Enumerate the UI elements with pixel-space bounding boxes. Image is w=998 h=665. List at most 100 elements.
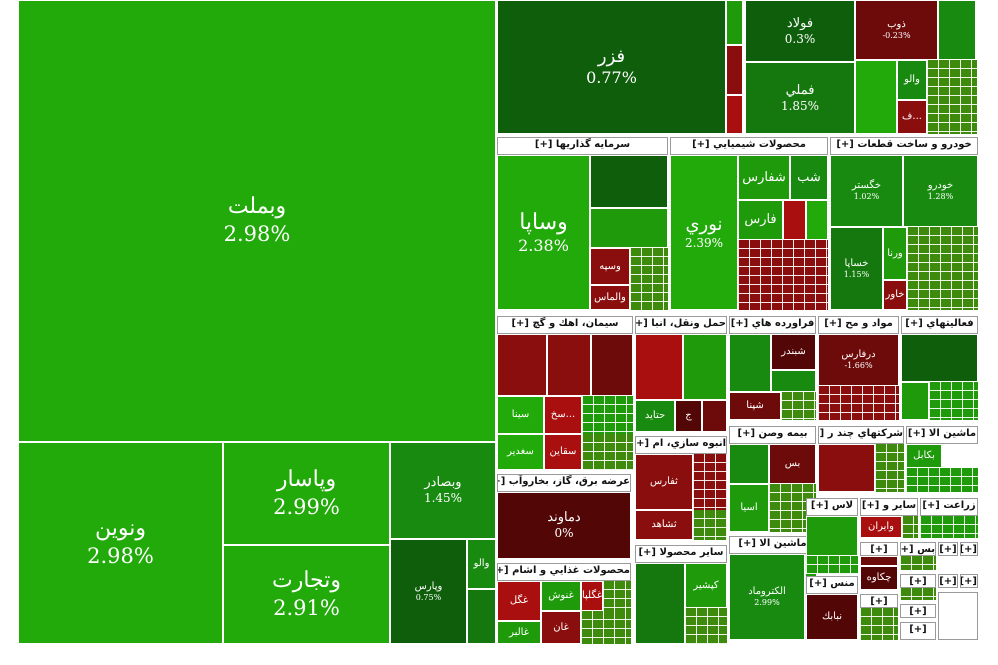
tile-las-1[interactable]: [806, 516, 858, 556]
sector-mashin2-header[interactable]: ماشين الا [+]: [729, 536, 816, 554]
tile-transport-1[interactable]: [635, 334, 683, 400]
tile-vaboalli[interactable]: والو: [467, 539, 496, 589]
tile-f[interactable]: ف...: [897, 100, 927, 134]
tile-small-metal-6[interactable]: والو: [897, 60, 927, 100]
tile-refinery-1[interactable]: [729, 334, 771, 392]
sector-faravarde-header[interactable]: فراورده هاي [+]: [729, 316, 816, 334]
sector-mashin-header[interactable]: ماشين الا [+]: [906, 426, 978, 444]
tile-vatejarat[interactable]: وتجارت 2.91%: [223, 545, 390, 644]
sector-shimiai-header[interactable]: محصولات شيميايي [+]: [670, 137, 828, 155]
tile-small-bank[interactable]: [467, 589, 496, 644]
tile-keshir[interactable]: كپشير: [685, 563, 727, 608]
sector-mens-header[interactable]: منس [+]: [806, 576, 858, 594]
tile-small-a[interactable]: [860, 556, 898, 566]
sector-ghazaei-header[interactable]: محصولات غذايي و اشام [+]: [497, 563, 631, 581]
tile-jav[interactable]: ج: [675, 400, 702, 432]
tile-small-metal-1[interactable]: [726, 0, 743, 45]
sector-plus-6[interactable]: [+]: [938, 574, 958, 588]
tile-shefars[interactable]: شفارس: [738, 155, 790, 200]
tile-ghegolpa[interactable]: غگلپا: [581, 581, 603, 611]
sector-sayer-mahsool-header[interactable]: ساير محصولا [+]: [635, 545, 727, 563]
tile-transport-3[interactable]: [702, 400, 727, 432]
sector-plus-2[interactable]: [+]: [860, 594, 898, 608]
tile-fameli[interactable]: فملي 1.85%: [745, 62, 855, 134]
sector-zeraat-header[interactable]: زراعت [+]: [920, 498, 978, 516]
tile-nori[interactable]: نوري 2.39%: [670, 155, 738, 310]
tile-ghegol[interactable]: غگل: [497, 581, 541, 621]
sector-faaliat-header[interactable]: فعاليتهاي [+]: [901, 316, 978, 334]
tile-vabsader[interactable]: وبصادر 1.45%: [390, 442, 496, 539]
tile-valmas[interactable]: والماس: [590, 285, 630, 310]
tile-sakhdir[interactable]: سغدير: [497, 434, 544, 470]
tile-chem-1[interactable]: [783, 200, 806, 240]
sector-plus-7[interactable]: [+]: [960, 574, 978, 588]
sector-arzeh-header[interactable]: عرضه برق، گاز، بخاروآب [+]: [497, 474, 631, 492]
sector-plus-8[interactable]: [+]: [900, 604, 936, 618]
sector-plus-1[interactable]: [+]: [860, 542, 898, 556]
tile-invest-2[interactable]: [590, 208, 668, 248]
sector-sherkat-header[interactable]: شركتهاي چند ر [+]: [818, 426, 904, 444]
tile-fulad[interactable]: فولاد 0.3%: [745, 0, 855, 62]
sector-plus-5[interactable]: [+]: [900, 574, 936, 588]
tile-vanovin[interactable]: ونوين 2.98%: [18, 442, 223, 644]
tile-shab[interactable]: شب: [790, 155, 828, 200]
tile-transport-2[interactable]: [683, 334, 727, 400]
sector-anbooh-header[interactable]: انبوه سازي، ام [+]: [635, 436, 727, 454]
sector-haml-header[interactable]: حمل ونقل، انبا [+]: [635, 316, 727, 334]
sector-bimeh-header[interactable]: بيمه وصن [+]: [729, 426, 816, 444]
tile-cement-2[interactable]: [547, 334, 591, 396]
sector-las-header[interactable]: لاس [+]: [806, 498, 858, 516]
tile-zob[interactable]: ذوب -0.23%: [855, 0, 938, 60]
tile-product-1[interactable]: [635, 563, 685, 644]
tile-small-metal-3[interactable]: [726, 95, 743, 134]
tile-shahed[interactable]: ثشاهد: [635, 510, 693, 540]
tile-khesapa[interactable]: خساپا 1.15%: [830, 227, 883, 310]
sector-sayer-header[interactable]: ساير و [+]: [860, 498, 918, 516]
sector-bis-header[interactable]: بس [+]: [900, 542, 936, 556]
tile-damavand[interactable]: دماوند 0%: [497, 492, 631, 559]
tile-sina[interactable]: سينا: [497, 396, 544, 434]
tile-tefars[interactable]: ثفارس: [635, 454, 693, 510]
tile-vasapa[interactable]: وساپا 2.38%: [497, 155, 590, 310]
tile-activity-2[interactable]: [901, 382, 929, 420]
tile-khegostar[interactable]: خگستر 1.02%: [830, 155, 903, 227]
tile-shepna[interactable]: شپنا: [729, 392, 781, 420]
tile-bekabel[interactable]: بكابل: [906, 444, 942, 468]
tile-ghalbar[interactable]: غالبر: [497, 621, 541, 644]
tile-nabik[interactable]: نبابك: [806, 594, 858, 640]
sector-khodro-header[interactable]: خودرو و ساخت قطعات [+]: [830, 137, 978, 155]
sector-siman-header[interactable]: سيمان، اهك و گچ [+]: [497, 316, 633, 334]
tile-bes[interactable]: بس: [769, 444, 816, 484]
sector-sarmaye-header[interactable]: سرمايه گذاريها [+]: [497, 137, 668, 155]
tile-vabemelat[interactable]: وبملت 2.98%: [18, 0, 496, 442]
sector-plus-9[interactable]: [+]: [900, 622, 936, 640]
tile-fezar[interactable]: فزر 0.77%: [497, 0, 726, 134]
tile-khodro[interactable]: خودرو 1.28%: [903, 155, 978, 227]
tile-small-metal-4[interactable]: [938, 0, 976, 60]
tile-companies-1[interactable]: [818, 444, 875, 492]
tile-asia[interactable]: اسيا: [729, 484, 769, 532]
tile-ghan[interactable]: غان: [541, 611, 581, 644]
tile-cement-1[interactable]: [497, 334, 547, 396]
tile-refinery-2[interactable]: [771, 370, 816, 392]
tile-vapasar[interactable]: وپاسار 2.99%: [223, 442, 390, 545]
tile-shebandar[interactable]: شبندر: [771, 334, 816, 370]
tile-hatayd[interactable]: حتايد: [635, 400, 675, 432]
tile-invest-1[interactable]: [590, 155, 668, 208]
sector-plus-4[interactable]: [+]: [960, 542, 978, 556]
sector-plus-3[interactable]: [+]: [938, 542, 958, 556]
tile-activity-1[interactable]: [901, 334, 978, 382]
tile-chem-2[interactable]: [806, 200, 828, 240]
tile-khavar[interactable]: خاور: [883, 280, 907, 310]
tile-sakh[interactable]: سخ...: [544, 396, 582, 434]
tile-cement-3[interactable]: [591, 334, 633, 396]
tile-chekaveh[interactable]: چكاوه: [860, 566, 898, 590]
tile-insurance-1[interactable]: [729, 444, 769, 484]
sector-mavad-header[interactable]: مواد و مح [+]: [818, 316, 899, 334]
tile-small-metal-5[interactable]: [855, 60, 897, 134]
tile-saqain[interactable]: سقاين: [544, 434, 582, 470]
tile-varna[interactable]: ورنا: [883, 227, 907, 280]
tile-alktroumad[interactable]: الكتروماد 2.99%: [729, 554, 805, 640]
tile-vasepah[interactable]: وسپه: [590, 248, 630, 285]
tile-small-metal-2[interactable]: [726, 45, 743, 95]
